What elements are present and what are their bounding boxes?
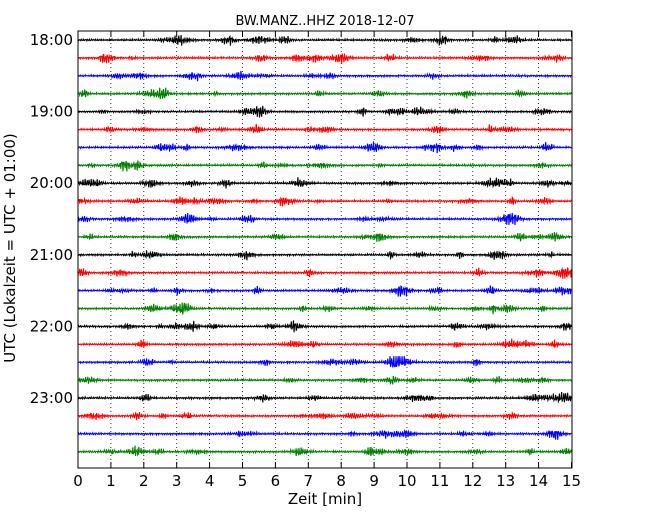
trace-line: [77, 87, 572, 100]
trace-line: [77, 302, 572, 315]
x-tick-label: 0: [73, 472, 83, 490]
x-tick-label: 4: [205, 472, 215, 490]
trace-line: [77, 34, 572, 46]
trace-line: [77, 320, 572, 333]
trace-line: [77, 445, 573, 457]
y-axis-label: UTC (Lokalzeit = UTC + 01:00): [1, 133, 19, 363]
trace-line: [77, 285, 572, 297]
chart-title: BW.MANZ..HHZ 2018-12-07: [235, 14, 414, 29]
trace-line: [77, 411, 572, 421]
x-tick-label: 12: [463, 472, 482, 490]
plot-frame: [77, 30, 573, 469]
grid-lines: [110, 31, 539, 468]
x-tick-label: 8: [336, 472, 346, 490]
trace-line: [77, 123, 572, 134]
y-tick-label: 22:00: [30, 317, 73, 335]
trace-line: [77, 267, 573, 279]
trace-group: [77, 34, 573, 457]
x-tick-label: 9: [369, 472, 379, 490]
trace-line: [77, 391, 572, 404]
x-tick-label: 14: [529, 472, 548, 490]
y-tick-label: 21:00: [30, 246, 73, 264]
x-tick-label: 13: [496, 472, 515, 490]
y-tick-label: 20:00: [30, 174, 73, 192]
x-tick-label: 7: [304, 472, 314, 490]
trace-line: [77, 356, 572, 368]
trace-line: [77, 105, 572, 118]
trace-line: [77, 250, 572, 261]
x-tick-label: 11: [430, 472, 449, 490]
y-tick-label: 23:00: [30, 389, 73, 407]
trace-line: [77, 70, 572, 82]
y-tick-label: 19:00: [30, 103, 73, 121]
trace-line: [77, 53, 572, 64]
trace-line: [77, 428, 572, 440]
x-tick-label: 3: [172, 472, 182, 490]
y-tick-label: 18:00: [30, 31, 73, 49]
trace-line: [77, 231, 572, 242]
trace-line: [77, 212, 572, 226]
x-tick-label: 6: [271, 472, 281, 490]
trace-line: [77, 177, 572, 189]
x-tick-label: 1: [106, 472, 116, 490]
x-tick-label: 5: [238, 472, 248, 490]
trace-line: [77, 196, 572, 207]
trace-line: [77, 141, 572, 154]
trace-line: [77, 375, 572, 385]
x-tick-label: 2: [139, 472, 149, 490]
x-tick-label: 15: [562, 472, 581, 490]
trace-line: [77, 338, 572, 349]
x-tick-label: 10: [397, 472, 416, 490]
trace-line: [77, 160, 573, 172]
x-axis-label: Zeit [min]: [288, 490, 362, 508]
axis-ticks: 0 1 2 3 4 5 6 7 8 9 10 11 12 13 14 1518:0019:0020:0021:…: [30, 31, 581, 490]
